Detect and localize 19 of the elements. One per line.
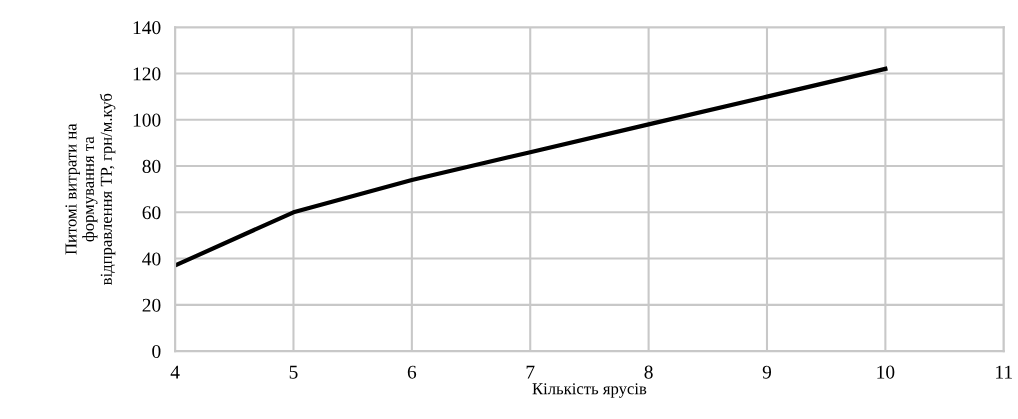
y-tick-label: 0 [152, 344, 161, 359]
y-tick-label: 100 [133, 113, 161, 127]
line-series [175, 66, 888, 268]
x-tick-label: 11 [996, 365, 1012, 379]
y-tick-label: 40 [142, 252, 161, 266]
y-tick-label: 20 [142, 298, 161, 312]
x-tick-label: 7 [526, 365, 535, 379]
x-tick-label: 5 [289, 365, 298, 379]
x-tick-label: 6 [407, 365, 417, 379]
x-tick-label: 8 [644, 365, 653, 379]
x-tick-label: 9 [762, 365, 772, 379]
y-tick-label: 60 [142, 206, 161, 220]
x-tick-label: 10 [877, 365, 895, 379]
x-axis-title: Кількість ярусів [532, 383, 647, 398]
y-axis-title: Питомі витрати на формування та відправлення ТР, грн/м.куб [65, 93, 116, 285]
y-tick-label: 120 [133, 67, 161, 81]
x-tick-label: 4 [170, 365, 180, 379]
y-tick-label: 140 [133, 21, 161, 35]
y-tick-label: 80 [142, 159, 161, 173]
